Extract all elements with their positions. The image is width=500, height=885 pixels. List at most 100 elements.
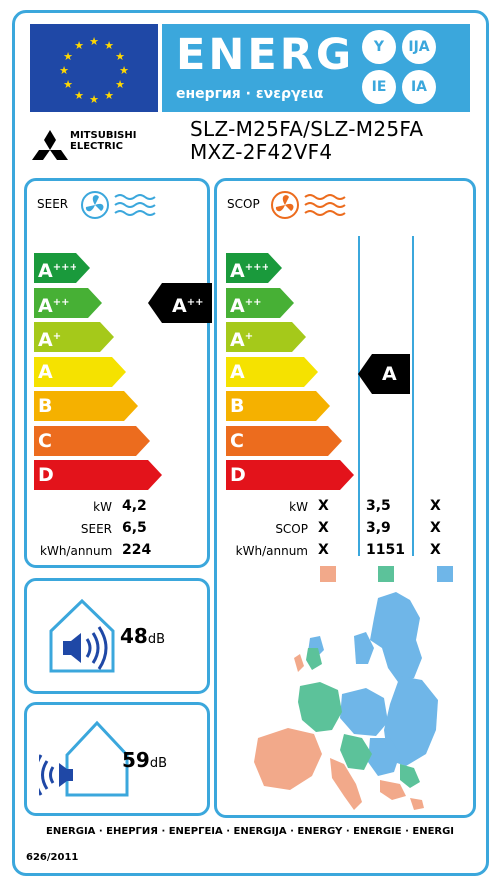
svg-text:★: ★	[59, 64, 69, 77]
scop-kw-value-warm: X	[318, 498, 329, 514]
scop-kwh-value-average: 1151	[366, 542, 405, 558]
brand-line2: ELECTRIC	[70, 141, 123, 152]
outdoor-speaker-icon	[39, 720, 129, 797]
energy-class-label: A	[38, 360, 53, 383]
lang-badge-ie: IE	[362, 70, 396, 104]
svg-text:★: ★	[104, 89, 114, 102]
energy-class-label: A+	[230, 329, 254, 351]
energy-subtitle: енергия · ενεργεια	[176, 86, 324, 102]
energy-class-label: A++	[230, 294, 262, 317]
indoor-speaker-icon	[49, 598, 115, 673]
svg-text:★: ★	[119, 64, 129, 77]
lang-badge-ia: IA	[402, 70, 436, 104]
indoor-noise-unit: dB	[147, 632, 166, 647]
energy-class-arrow: D	[226, 460, 354, 490]
energy-class-arrow: D	[34, 460, 162, 490]
svg-text:★: ★	[74, 39, 84, 52]
three-diamonds-icon	[32, 130, 68, 160]
brand-logo	[30, 128, 150, 168]
svg-text:★: ★	[89, 93, 99, 106]
energy-class-arrow: A+	[34, 322, 114, 352]
energy-class-label: B	[38, 395, 53, 417]
svg-text:★: ★	[63, 50, 73, 63]
lang-badge-y: Y	[362, 30, 396, 64]
brand-name: MITSUBISHI ELECTRIC	[70, 130, 136, 152]
scop-scop-value-cold: X	[430, 520, 441, 536]
warm-zone-swatch	[320, 566, 336, 582]
energy-banner: ENERG енергия · ενεργεια Y IJA IE IA	[162, 24, 470, 112]
eu-stars-icon: ★ ★★ ★★★ ★★★ ★★★	[59, 35, 129, 106]
indoor-noise-value: 48dB	[120, 624, 165, 648]
energy-class-label: B	[230, 395, 245, 417]
seer-kw-value: 4,2	[122, 498, 147, 514]
cooling-fan-icon	[81, 191, 156, 219]
seer-kw-label: kW	[93, 500, 112, 514]
scop-scop-value-average: 3,9	[366, 520, 391, 536]
outdoor-noise-value: 59dB	[122, 748, 167, 772]
energy-class-label: A++	[38, 294, 70, 317]
svg-text:★: ★	[104, 39, 114, 52]
seer-kwh-value: 224	[122, 542, 152, 558]
scop-kw-label: kW	[289, 500, 308, 514]
energy-class-label: C	[230, 429, 244, 452]
svg-text:★: ★	[89, 35, 99, 48]
energy-class-arrow: B	[34, 391, 138, 421]
energy-class-label: A	[230, 360, 245, 383]
scop-kwh-label: kWh/annum	[235, 544, 308, 558]
europe-climate-map	[254, 592, 438, 810]
energy-class-arrow: A	[34, 356, 126, 387]
outdoor-noise-panel	[24, 702, 210, 816]
cold-zone-swatch	[437, 566, 453, 582]
regulation-number: 626/2011	[26, 852, 79, 863]
scop-class-value: A	[382, 363, 397, 385]
scop-kwh-value-cold: X	[430, 542, 441, 558]
svg-text:★: ★	[115, 78, 125, 91]
seer-kwh-label: kWh/annum	[40, 544, 113, 558]
energy-class-label: A+++	[38, 260, 78, 282]
indoor-noise-panel	[24, 578, 210, 694]
energy-class-arrow: A++	[226, 287, 294, 318]
energy-class-label: C	[38, 429, 52, 452]
svg-text:★: ★	[74, 89, 84, 102]
scop-scop-label: SCOP	[275, 522, 308, 536]
energy-class-arrow: B	[226, 391, 330, 421]
energy-class-arrow: A+	[226, 322, 306, 352]
scop-column-divider	[358, 236, 360, 556]
outdoor-noise-number: 59	[122, 748, 150, 772]
seer-class-value: A++	[172, 295, 204, 317]
lang-badge-ija: IJA	[402, 30, 436, 64]
scop-column-divider	[412, 236, 414, 556]
energy-class-arrow: A+++	[226, 253, 282, 283]
indoor-noise-number: 48	[120, 624, 148, 648]
model-name: SLZ-M25FA/SLZ-M25FA MXZ-2F42VF4	[190, 118, 423, 164]
energy-word: ENERG	[176, 30, 355, 80]
scop-scop-value-warm: X	[318, 520, 329, 536]
eu-flag: ★ ★ ★ ★ ★ ★ ★ ★ ★ ★ ★ ★	[30, 24, 158, 112]
energy-class-arrow: C	[226, 425, 342, 456]
outdoor-noise-unit: dB	[149, 756, 168, 771]
scop-title: SCOP	[227, 197, 260, 211]
energy-class-arrow: A+++	[34, 253, 90, 283]
energy-class-label: A+	[38, 329, 62, 351]
model-line1: SLZ-M25FA/SLZ-M25FA	[190, 117, 424, 141]
heating-fan-icon	[271, 191, 346, 219]
energy-class-arrow: A	[226, 356, 318, 387]
energy-class-arrow: A++	[34, 287, 102, 318]
brand-line1: MITSUBISHI	[70, 130, 137, 141]
energy-class-label: D	[230, 464, 246, 486]
seer-seer-label: SEER	[80, 522, 112, 536]
average-zone-swatch	[378, 566, 394, 582]
svg-text:★: ★	[115, 50, 125, 63]
energy-class-arrow: C	[34, 425, 150, 456]
scop-kwh-value-warm: X	[318, 542, 329, 558]
seer-class-indicator: A++	[148, 283, 212, 323]
seer-title: SEER	[37, 197, 69, 211]
energy-class-label: D	[38, 464, 54, 486]
svg-text:★: ★	[63, 78, 73, 91]
energy-class-label: A+++	[230, 260, 270, 282]
scop-kw-value-cold: X	[430, 498, 441, 514]
footer-energia: ENERGIA · ЕНЕРГИЯ · ΕΝΕΡΓΕΙΑ · ENERGIJA …	[46, 826, 455, 837]
scop-kw-value-average: 3,5	[366, 498, 391, 514]
model-line2: MXZ-2F42VF4	[190, 140, 333, 164]
seer-seer-value: 6,5	[122, 520, 147, 536]
